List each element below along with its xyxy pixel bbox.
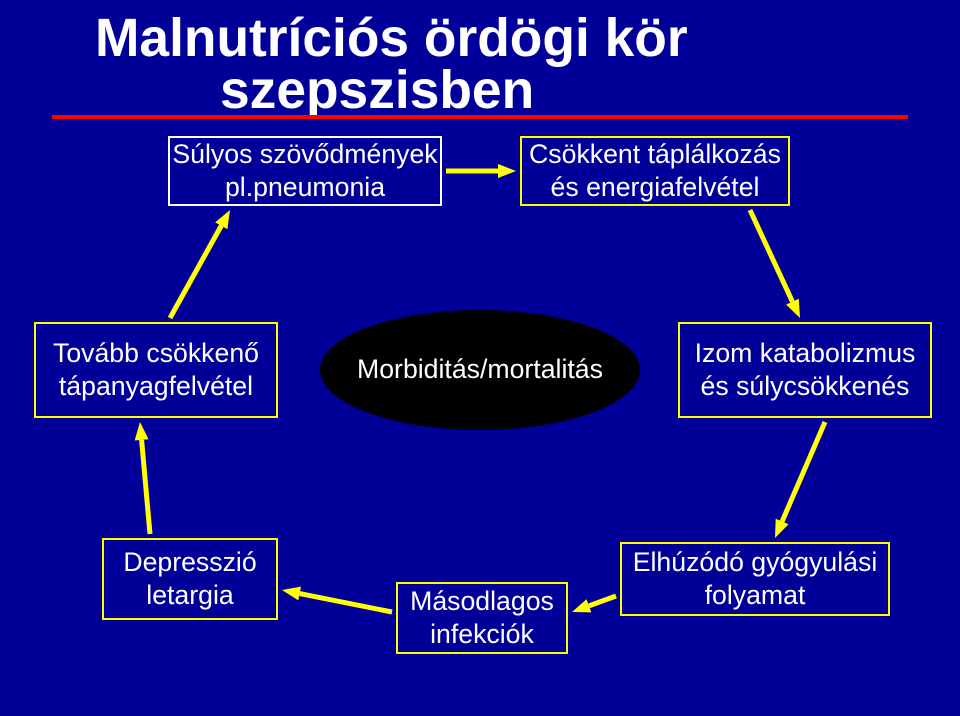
diagram-stage: Malnutríciós ördögi kör szepszisben Súly…: [0, 0, 960, 716]
node-depression-lethargy: Depresszióletargia: [102, 538, 278, 620]
node-further-decrease: Tovább csökkenőtápanyagfelvétel: [34, 322, 278, 418]
node-reduced-intake: Csökkent táplálkozásés energiafelvétel: [520, 136, 790, 206]
title-underline: [52, 115, 908, 119]
node-morbidity-mortality: Morbiditás/mortalitás: [320, 310, 640, 430]
node-start-complications: Súlyos szövődményekpl.pneumonia: [168, 136, 442, 206]
slide-title-line2: szepszisben: [220, 60, 534, 121]
node-muscle-catabolism: Izom katabolizmusés súlycsökkenés: [678, 322, 932, 418]
node-secondary-infections: Másodlagosinfekciók: [396, 582, 568, 654]
node-prolonged-healing: Elhúzódó gyógyulásifolyamat: [620, 542, 890, 616]
